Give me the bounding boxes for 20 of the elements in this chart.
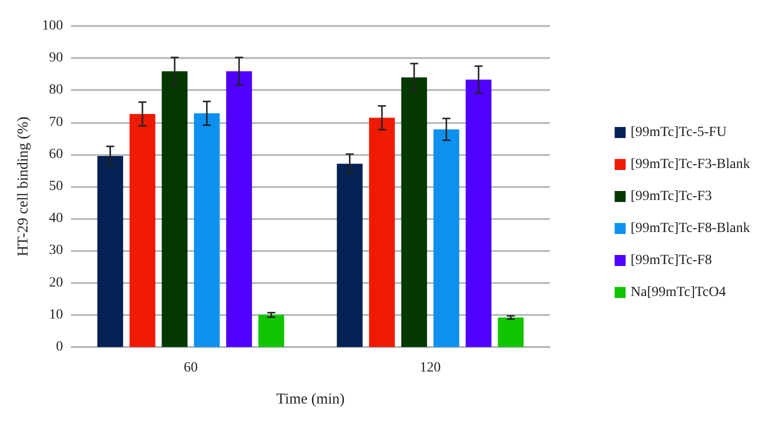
y-tick-label: 90: [49, 50, 63, 66]
y-tick-label: 60: [49, 146, 63, 162]
legend-label: [99mTc]Tc-F8-Blank: [630, 221, 750, 236]
y-tick-label: 50: [49, 179, 63, 194]
y-tick-label: 80: [49, 82, 63, 98]
y-tick-label: 20: [49, 275, 63, 290]
legend-label: [99mTc]Tc-F3-Blank: [630, 157, 750, 172]
legend-label: [99mTc]Tc-5-FU: [630, 125, 727, 140]
y-tick-label: 0: [56, 340, 63, 354]
x-axis-title: Time (min): [276, 392, 345, 408]
x-tick-label: 120: [420, 360, 441, 376]
y-tick-label: 100: [42, 18, 63, 34]
legend-label: [99mTc]Tc-F3: [630, 189, 712, 204]
y-tick-label: 70: [49, 114, 63, 130]
y-tick-label: 40: [49, 211, 63, 226]
y-tick-label: 10: [49, 307, 63, 322]
legend-label: [99mTc]Tc-F8: [630, 253, 712, 268]
legend-label: Na[99mTc]TcO4: [630, 285, 726, 300]
y-tick-label: 30: [49, 243, 63, 258]
y-axis-title: HT-29 cell binding (%): [16, 116, 32, 256]
